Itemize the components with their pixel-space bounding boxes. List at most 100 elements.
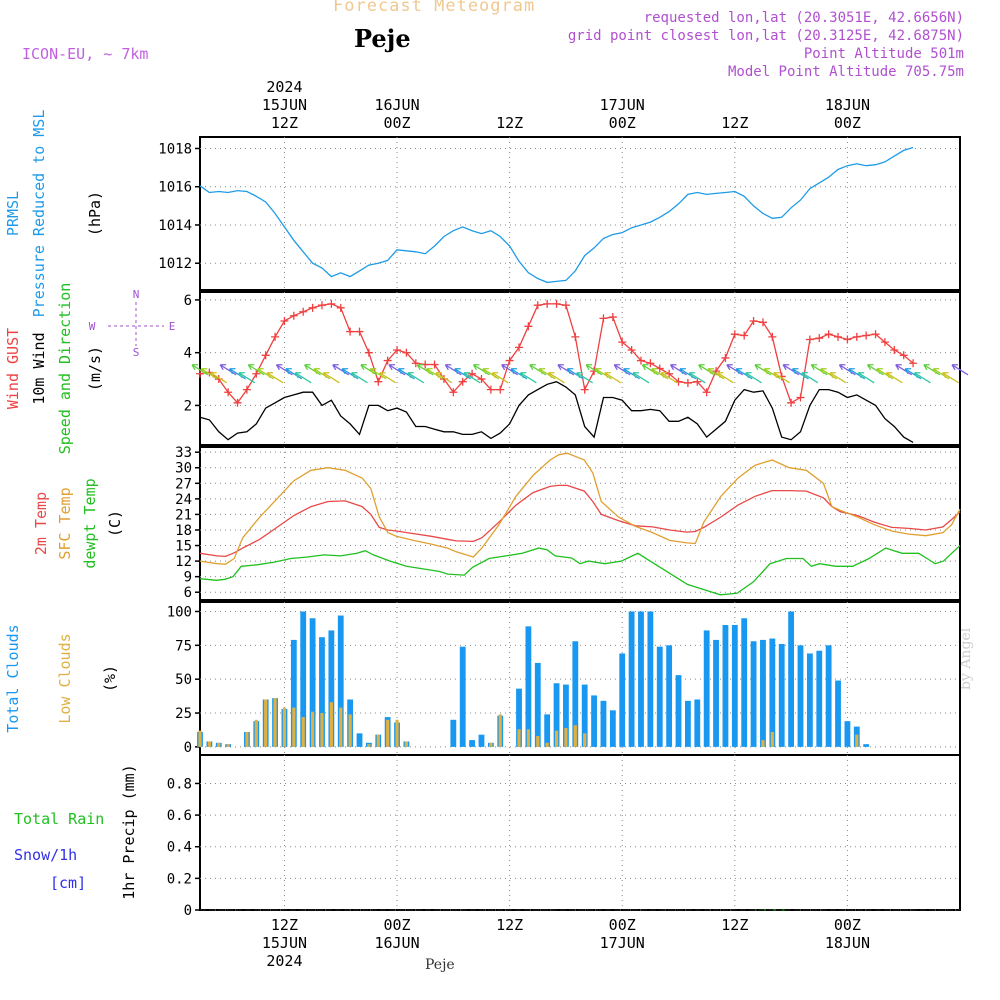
gust-marker [261, 351, 270, 360]
wind-direction-arrow [407, 372, 425, 384]
wind-direction-arrow [566, 368, 584, 380]
bar-total-clouds [290, 639, 297, 747]
panel-wind: 2 4 6 N S W E Wind GUST 10m Wind Speed and Direct… [4, 283, 969, 454]
wind-direction-arrow [895, 364, 913, 376]
panel-frame [199, 446, 961, 601]
wind-direction-arrow [707, 368, 725, 380]
bar-total-clouds [356, 733, 363, 747]
gust-marker [683, 379, 692, 388]
bar-total-clouds [328, 630, 335, 747]
bottom-time-label: 15JUN [262, 934, 307, 952]
bar-low-clouds [264, 699, 268, 747]
bar-total-clouds [609, 710, 616, 747]
bar-total-clouds [675, 675, 682, 747]
panel-pressure: 1012 1014 1016 1018 PRMSL Pressure Reduced to… [4, 110, 961, 317]
bar-total-clouds [600, 700, 607, 747]
bar-low-clouds [367, 744, 371, 747]
axis-label: PRMSL [4, 191, 22, 236]
gust-marker [740, 331, 749, 340]
wind-direction-arrow [810, 364, 828, 376]
wind-direction-arrow [791, 368, 809, 380]
top-time-label: 00Z [383, 114, 410, 132]
gust-marker [402, 348, 411, 357]
gust-marker [327, 299, 336, 308]
top-time-label: 00Z [609, 114, 636, 132]
y-tick-label: 2 [184, 398, 192, 414]
gust-marker [796, 393, 805, 402]
wind-direction-arrow [688, 372, 706, 384]
bar-total-clouds [553, 683, 560, 747]
bar-low-clouds [517, 729, 521, 747]
bar-total-clouds [713, 639, 719, 747]
bar-low-clouds [498, 714, 502, 747]
requested-coords: requested lon,lat (20.3051E, 42.6656N) [643, 10, 964, 26]
top-time-label: 18JUN [825, 96, 870, 114]
bar-low-clouds [348, 714, 352, 747]
wind-direction-arrow [332, 364, 350, 376]
bar-total-clouds [816, 650, 823, 747]
bar-low-clouds [761, 740, 765, 747]
gust-marker [899, 351, 908, 360]
bar-low-clouds [273, 698, 277, 747]
wind-direction-arrow [285, 368, 303, 380]
bar-total-clouds [478, 734, 485, 747]
compass-south: S [133, 346, 140, 359]
bar-total-clouds [563, 684, 569, 747]
gust-marker [749, 317, 758, 326]
wind-direction-arrow [679, 368, 697, 380]
y-tick-label: 1018 [158, 141, 192, 157]
wind-direction-arrow [519, 372, 537, 384]
series-sfc-temp [199, 452, 961, 565]
y-tick-label: 50 [175, 672, 192, 688]
bar-total-clouds [844, 721, 851, 747]
wind-direction-arrow [210, 372, 228, 384]
wind-direction-arrow [885, 372, 903, 384]
top-time-label: 00Z [834, 114, 861, 132]
bar-total-clouds [450, 719, 457, 747]
series-prmsl [199, 146, 914, 284]
wind-direction-arrow [848, 368, 866, 380]
wind-direction-arrow [726, 364, 744, 376]
gust-marker [646, 359, 655, 368]
compass-east: E [169, 320, 176, 333]
bottom-time-label: 12Z [271, 916, 298, 934]
wind-direction-arrow [257, 368, 275, 380]
gust-marker [299, 307, 308, 316]
y-tick-label: 0 [184, 740, 192, 756]
gridpoint-coords: grid point closest lon,lat (20.3125E, 42… [567, 28, 964, 44]
y-tick-label: 0.8 [167, 776, 192, 792]
y-tick-label: 1016 [158, 180, 192, 196]
wind-direction-arrow [491, 372, 509, 384]
gust-marker [815, 334, 824, 343]
bar-low-clouds [583, 733, 587, 747]
gust-marker [411, 359, 420, 368]
wind-direction-arrow [350, 372, 368, 384]
bar-total-clouds [741, 618, 748, 747]
bar-low-clouds [226, 744, 230, 747]
axis-label: SFC Temp [56, 487, 74, 559]
y-tick-label: 18 [175, 523, 192, 539]
bar-low-clouds [217, 742, 221, 747]
bar-total-clouds [760, 639, 766, 747]
gust-marker [627, 346, 636, 355]
axis-label: Low Clouds [56, 633, 74, 723]
y-tick-label: 4 [184, 346, 192, 362]
axis-label: (%) [101, 665, 119, 692]
bar-low-clouds [554, 730, 559, 747]
y-tick-label: 27 [175, 476, 192, 492]
wind-direction-arrow [416, 364, 434, 376]
bar-low-clouds [310, 711, 315, 747]
gust-marker [477, 375, 486, 384]
gust-marker [393, 346, 402, 355]
gust-marker [730, 330, 739, 339]
wind-direction-arrow [801, 372, 819, 384]
bar-total-clouds [825, 645, 832, 747]
wind-direction-arrow [754, 364, 772, 376]
gust-marker [768, 332, 777, 341]
wind-direction-arrow [866, 364, 884, 376]
gust-marker [364, 348, 373, 357]
gust-marker [665, 369, 674, 378]
panel-precip: 0 0.2 0.4 0.6 0.8 Total Rain Snow/1h [cm] 1hr Pr… [14, 754, 961, 919]
wind-direction-arrow [745, 372, 762, 384]
bar-total-clouds [806, 653, 813, 747]
